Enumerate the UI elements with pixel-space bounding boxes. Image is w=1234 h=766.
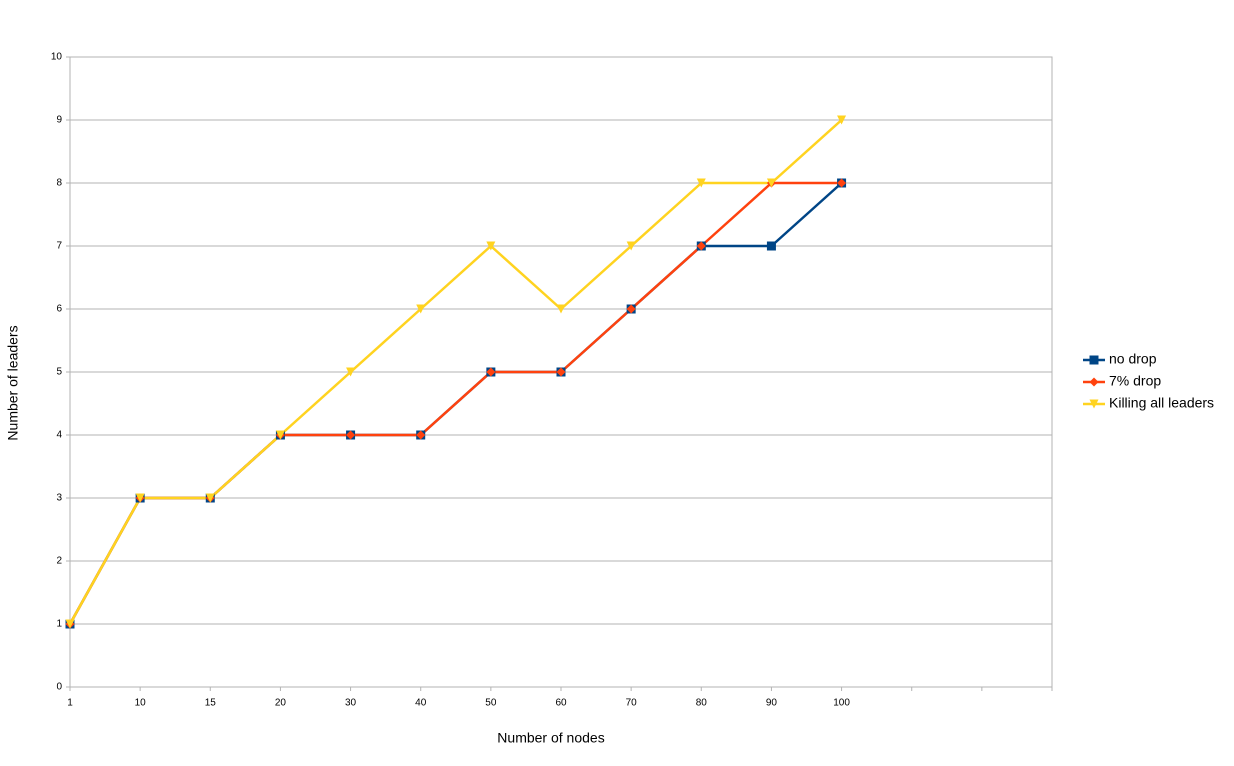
marker <box>1089 355 1099 365</box>
marker <box>486 367 496 377</box>
marker <box>837 115 847 125</box>
marker <box>556 304 566 314</box>
marker <box>696 178 706 188</box>
y-tick-label: 8 <box>56 178 62 189</box>
x-tick-label: 50 <box>485 698 497 709</box>
x-tick-label: 30 <box>345 698 357 709</box>
x-tick-label: 1 <box>67 698 73 709</box>
marker <box>205 493 215 503</box>
y-tick-label: 6 <box>56 304 62 315</box>
marker <box>275 430 285 440</box>
x-tick-label: 40 <box>415 698 427 709</box>
x-tick-label: 15 <box>205 698 217 709</box>
marker <box>696 241 706 251</box>
series-line <box>68 181 842 625</box>
marker <box>626 241 636 251</box>
x-tick-label: 10 <box>135 698 147 709</box>
marker <box>416 430 426 440</box>
y-tick-label: 7 <box>56 241 62 252</box>
marker <box>766 178 776 188</box>
x-tick-label: 70 <box>626 698 638 709</box>
series-line <box>68 119 843 625</box>
y-tick-label: 9 <box>56 115 62 126</box>
y-tick-label: 5 <box>56 367 62 378</box>
y-tick-label: 4 <box>56 430 62 441</box>
marker <box>837 178 847 188</box>
x-tick-label: 60 <box>555 698 567 709</box>
marker <box>65 619 75 629</box>
y-tick-label: 2 <box>56 556 62 567</box>
legend-item: 7% drop <box>1083 373 1161 389</box>
legend-text: 7% drop <box>1109 373 1161 389</box>
marker <box>1089 377 1099 387</box>
y-tick-label: 1 <box>56 619 62 630</box>
x-axis-title: Number of nodes <box>497 730 604 746</box>
legend-item: no drop <box>1083 351 1157 367</box>
marker <box>346 430 356 440</box>
x-tick-label: 90 <box>766 698 778 709</box>
marker <box>1089 399 1099 409</box>
marker <box>626 304 636 314</box>
x-tick-label: 100 <box>833 698 850 709</box>
x-tick-label: 80 <box>696 698 708 709</box>
x-tick-label: 20 <box>275 698 287 709</box>
marker <box>346 367 356 377</box>
marker <box>486 241 496 251</box>
y-axis-title: Number of leaders <box>5 325 21 440</box>
legend-text: no drop <box>1109 351 1157 367</box>
y-tick-label: 0 <box>56 682 62 693</box>
y-tick-label: 3 <box>56 493 62 504</box>
marker <box>416 304 426 314</box>
legend-text: Killing all leaders <box>1109 395 1214 411</box>
marker <box>135 493 145 503</box>
legend-item: Killing all leaders <box>1083 395 1214 411</box>
marker <box>766 241 776 251</box>
y-tick-label: 10 <box>51 52 63 63</box>
marker <box>556 367 566 377</box>
